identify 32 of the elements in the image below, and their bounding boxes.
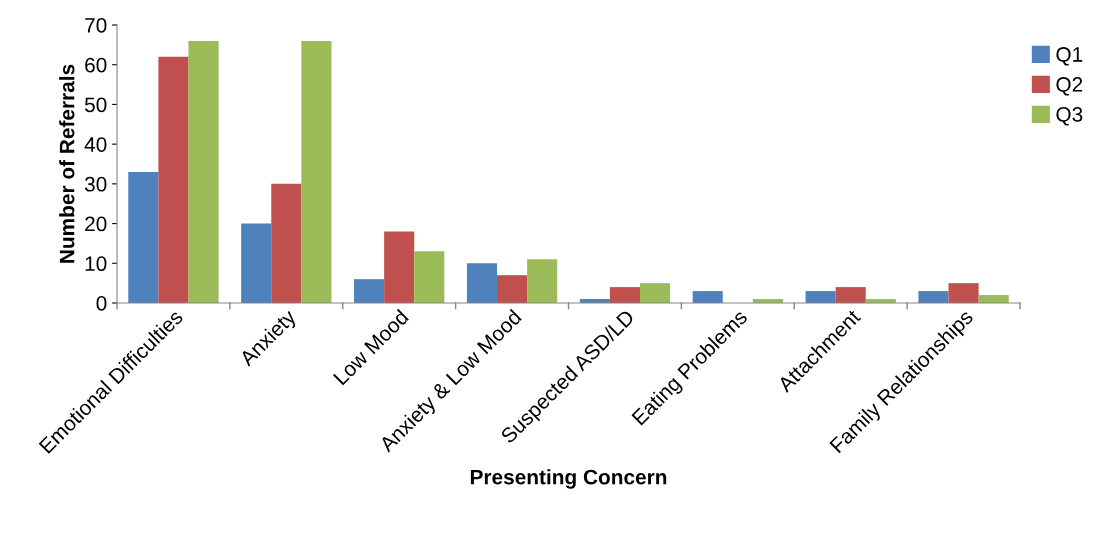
y-axis-title: Number of Referrals [59, 64, 75, 263]
bar [414, 251, 445, 303]
bar [918, 291, 949, 303]
bar [241, 223, 272, 303]
legend-label: Q3 [1056, 107, 1083, 126]
y-tick-label: 40 [84, 137, 107, 152]
bar [384, 231, 415, 303]
legend-label: Q1 [1056, 47, 1083, 66]
y-tick-label: 10 [85, 256, 107, 272]
y-tick-label: 60 [85, 57, 107, 73]
x-axis-title: Presenting Concern [470, 469, 667, 489]
bar [188, 40, 219, 303]
y-tick-label: 0 [96, 296, 107, 311]
bar [497, 275, 528, 303]
bar [354, 279, 385, 303]
bar [609, 287, 640, 303]
bar [466, 263, 498, 303]
bar [527, 259, 558, 303]
bar [948, 283, 979, 303]
y-tick-label: 20 [85, 216, 107, 232]
bar [805, 291, 836, 303]
bar [835, 287, 866, 303]
bar [158, 56, 189, 303]
bar [128, 171, 159, 303]
bar [271, 183, 302, 303]
y-tick-label: 70 [85, 18, 107, 33]
bar [692, 291, 723, 303]
y-tick-label: 50 [84, 97, 107, 113]
y-tick-label: 30 [84, 176, 107, 192]
legend-label: Q2 [1056, 77, 1083, 96]
bar [301, 40, 332, 303]
bar [639, 283, 671, 303]
